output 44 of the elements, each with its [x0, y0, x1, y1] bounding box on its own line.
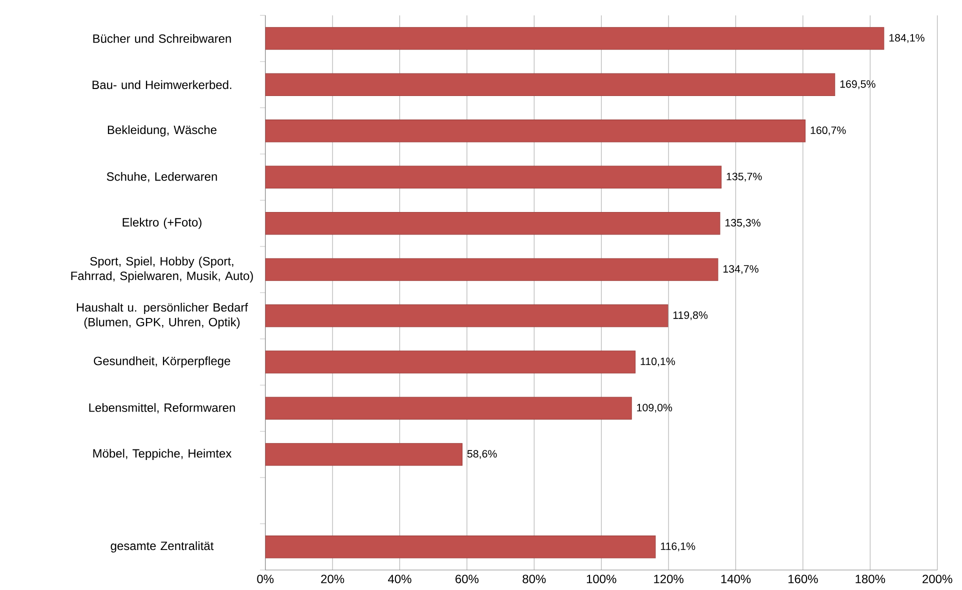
y-tick-label: gesamte Zentralität — [110, 541, 214, 552]
x-tick-label: 60% — [456, 574, 479, 584]
y-tick-label: Lebensmittel, Reformwaren — [89, 403, 235, 414]
data-label: 135,3% — [725, 218, 760, 228]
x-tick-label: 20% — [321, 574, 344, 584]
y-tick-label: Möbel, Teppiche, Heimtex — [93, 448, 232, 460]
y-tick-label: Bekleidung, Wäsche — [108, 125, 216, 136]
data-label: 184,1% — [889, 34, 924, 43]
data-label: 134,7% — [723, 265, 758, 274]
data-label: 169,5% — [840, 80, 876, 90]
bar — [265, 258, 718, 281]
bar — [265, 212, 720, 235]
data-label: 135,7% — [726, 172, 762, 182]
y-tick-label: Bau- und Heimwerkerbed. — [92, 80, 232, 90]
x-tick-label: 160% — [788, 574, 818, 584]
bar — [265, 166, 722, 188]
data-label: 109,0% — [637, 404, 672, 413]
bar — [265, 27, 884, 50]
y-tick-label: Schuhe, Lederwaren — [106, 172, 217, 182]
bar — [265, 443, 463, 466]
bar — [265, 396, 632, 420]
data-label: 160,7% — [810, 126, 846, 136]
bar — [265, 350, 636, 374]
data-label: 58,6% — [467, 450, 497, 459]
x-tick-label: 180% — [856, 574, 886, 584]
data-label: 110,1% — [640, 358, 675, 366]
x-tick-label: 120% — [654, 574, 684, 584]
y-tick-label: Bücher und Schreibwaren — [93, 34, 231, 43]
bar — [265, 120, 806, 142]
y-tick-label: Sport, Spiel, Hobby (Sport, Fahrrad, Spielwaren, Musik, Auto) — [71, 256, 253, 282]
y-tick-label: Gesundheit, Körperpflege — [94, 356, 230, 368]
x-tick-label: 0% — [257, 574, 274, 584]
y-tick-label: Haushalt u. persönlicher Bedarf (Blumen, GPK, Uhren, Optik) — [76, 302, 248, 329]
x-tick-label: 80% — [522, 574, 546, 584]
x-tick-label: 140% — [721, 574, 751, 584]
y-tick-label: Elektro (+Foto) — [122, 218, 202, 229]
x-tick-label: 200% — [922, 574, 952, 584]
data-label: 116,1% — [660, 542, 696, 552]
data-label: 119,8% — [673, 311, 708, 320]
bar — [265, 73, 836, 96]
x-tick-label: 100% — [586, 574, 616, 584]
x-tick-label: 40% — [388, 574, 412, 584]
bar — [265, 304, 668, 328]
bar — [265, 536, 656, 558]
